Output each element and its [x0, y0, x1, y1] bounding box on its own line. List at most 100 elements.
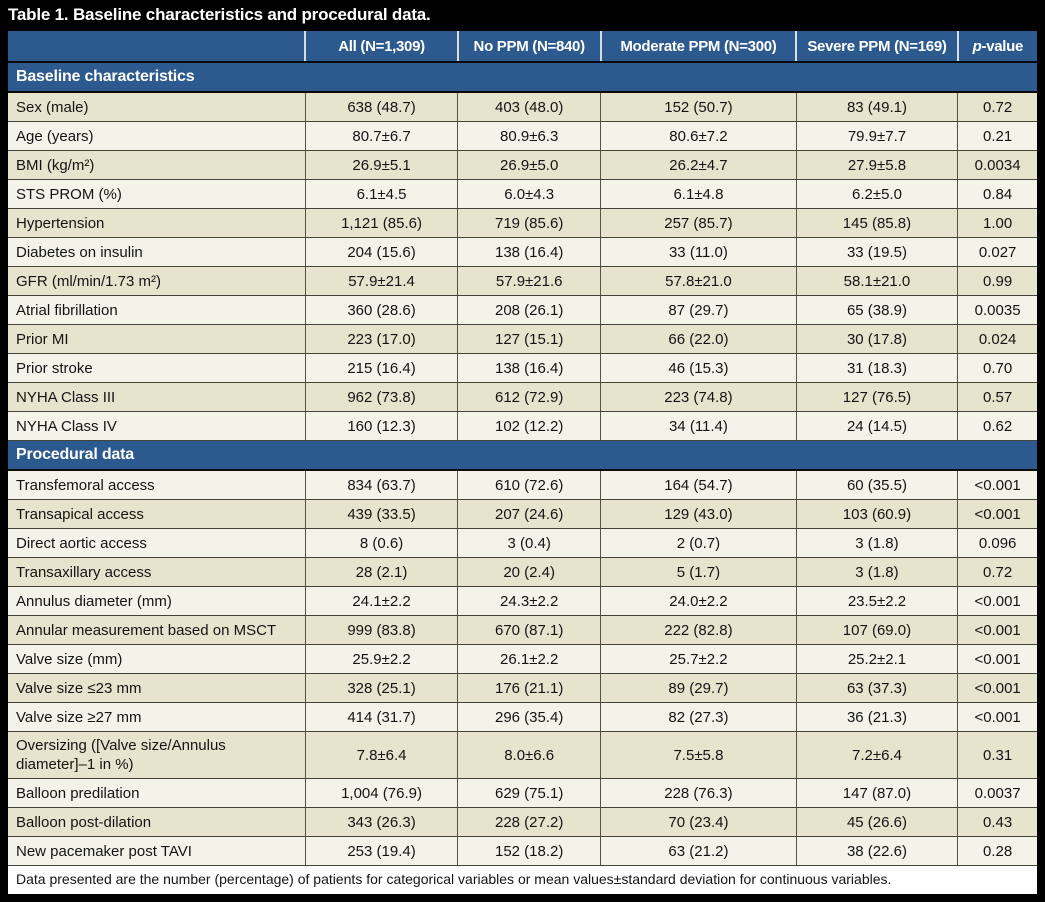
- row-value: 79.9±7.7: [795, 121, 958, 151]
- row-value: 145 (85.8): [795, 208, 958, 238]
- row-value: 612 (72.9): [457, 382, 601, 412]
- row-label: Atrial fibrillation: [8, 295, 306, 325]
- row-value: 152 (18.2): [457, 836, 601, 866]
- row-value: 24.0±2.2: [600, 586, 797, 616]
- table-row: Diabetes on insulin 204 (15.6) 138 (16.4) 3…: [8, 237, 1037, 267]
- table-row: Annular measurement based on MSCT 999 (83…: [8, 615, 1037, 645]
- row-value: 65 (38.9): [795, 295, 958, 325]
- row-value: 107 (69.0): [795, 615, 958, 645]
- row-value: 253 (19.4): [304, 836, 458, 866]
- row-value: 66 (22.0): [600, 324, 797, 354]
- row-value: 82 (27.3): [600, 702, 797, 732]
- row-value: 0.57: [957, 382, 1037, 412]
- table-row: Balloon post-dilation 343 (26.3) 228 (27.2…: [8, 807, 1037, 837]
- row-value: 0.024: [957, 324, 1037, 354]
- row-label: Prior stroke: [8, 353, 306, 383]
- row-value: 89 (29.7): [600, 673, 797, 703]
- row-value: 31 (18.3): [795, 353, 958, 383]
- row-value: 6.0±4.3: [457, 179, 601, 209]
- row-value: 57.9±21.6: [457, 266, 601, 296]
- table-row: Atrial fibrillation 360 (28.6) 208 (26.1) 8…: [8, 295, 1037, 325]
- row-label: Valve size ≥27 mm: [8, 702, 306, 732]
- row-value: 58.1±21.0: [795, 266, 958, 296]
- row-value: 7.5±5.8: [600, 731, 797, 779]
- row-label: Hypertension: [8, 208, 306, 238]
- section-header-row: Procedural data: [8, 440, 1037, 471]
- table-row: STS PROM (%) 6.1±4.5 6.0±4.3 6.1±4.8 6.2±5.0…: [8, 179, 1037, 209]
- row-value: 160 (12.3): [304, 411, 458, 441]
- row-value: 0.096: [957, 528, 1037, 558]
- table-row: Balloon predilation 1,004 (76.9) 629 (75.1…: [8, 778, 1037, 808]
- col-header-all: All (N=1,309): [304, 31, 458, 63]
- row-value: <0.001: [957, 615, 1037, 645]
- col-header-moderate-ppm: Moderate PPM (N=300): [599, 31, 797, 63]
- table-row: Oversizing ([Valve size/Annulus diameter…: [8, 731, 1037, 779]
- row-value: 439 (33.5): [304, 499, 458, 529]
- row-label: Balloon predilation: [8, 778, 306, 808]
- table-footnote: Data presented are the number (percentag…: [8, 866, 1037, 894]
- row-value: 27.9±5.8: [795, 150, 958, 180]
- row-value: 0.31: [957, 731, 1037, 779]
- row-value: 208 (26.1): [457, 295, 601, 325]
- row-value: 176 (21.1): [457, 673, 601, 703]
- table-row: Transapical access 439 (33.5) 207 (24.6) 12…: [8, 499, 1037, 529]
- row-value: 129 (43.0): [600, 499, 797, 529]
- row-value: 215 (16.4): [304, 353, 458, 383]
- row-value: 57.8±21.0: [600, 266, 797, 296]
- row-label: STS PROM (%): [8, 179, 306, 209]
- table-row: GFR (ml/min/1.73 m²) 57.9±21.4 57.9±21.6 57…: [8, 266, 1037, 296]
- row-value: 60 (35.5): [795, 470, 958, 500]
- row-value: 0.0037: [957, 778, 1037, 808]
- row-value: 1.00: [957, 208, 1037, 238]
- section-header-label: Procedural data: [8, 440, 1037, 471]
- row-value: 24 (14.5): [795, 411, 958, 441]
- row-value: 25.7±2.2: [600, 644, 797, 674]
- table-row: Age (years) 80.7±6.7 80.9±6.3 80.6±7.2 79.9±…: [8, 121, 1037, 151]
- row-value: 0.0034: [957, 150, 1037, 180]
- row-value: 80.6±7.2: [600, 121, 797, 151]
- row-value: 57.9±21.4: [304, 266, 458, 296]
- row-value: 296 (35.4): [457, 702, 601, 732]
- row-value: <0.001: [957, 702, 1037, 732]
- row-value: 164 (54.7): [600, 470, 797, 500]
- row-value: 3 (1.8): [795, 557, 958, 587]
- row-value: 3 (1.8): [795, 528, 958, 558]
- table-row: NYHA Class IV 160 (12.3) 102 (12.2) 34 (11.…: [8, 411, 1037, 441]
- row-value: 23.5±2.2: [795, 586, 958, 616]
- row-value: 670 (87.1): [457, 615, 601, 645]
- table-row: Valve size ≤23 mm 328 (25.1) 176 (21.1) 89 …: [8, 673, 1037, 703]
- row-value: 38 (22.6): [795, 836, 958, 866]
- table-row: Prior MI 223 (17.0) 127 (15.1) 66 (22.0) 30 …: [8, 324, 1037, 354]
- row-value: 228 (27.2): [457, 807, 601, 837]
- table-row: New pacemaker post TAVI 253 (19.4) 152 (18…: [8, 836, 1037, 866]
- row-value: 25.9±2.2: [304, 644, 458, 674]
- table-row: Direct aortic access 8 (0.6) 3 (0.4) 2 (0.7…: [8, 528, 1037, 558]
- row-value: 7.2±6.4: [795, 731, 958, 779]
- row-value: 629 (75.1): [457, 778, 601, 808]
- row-value: 0.28: [957, 836, 1037, 866]
- row-label: Oversizing ([Valve size/Annulus diameter…: [8, 731, 306, 779]
- row-value: 0.43: [957, 807, 1037, 837]
- col-header-severe-ppm: Severe PPM (N=169): [795, 31, 958, 63]
- row-value: 8 (0.6): [304, 528, 458, 558]
- row-label: Age (years): [8, 121, 306, 151]
- row-value: 5 (1.7): [600, 557, 797, 587]
- row-value: 147 (87.0): [795, 778, 958, 808]
- row-value: 26.9±5.0: [457, 150, 601, 180]
- row-value: 6.1±4.5: [304, 179, 458, 209]
- row-value: 87 (29.7): [600, 295, 797, 325]
- row-value: 103 (60.9): [795, 499, 958, 529]
- row-value: 0.0035: [957, 295, 1037, 325]
- row-value: 3 (0.4): [457, 528, 601, 558]
- row-value: 80.7±6.7: [304, 121, 458, 151]
- row-value: <0.001: [957, 470, 1037, 500]
- row-value: <0.001: [957, 673, 1037, 703]
- row-value: <0.001: [957, 644, 1037, 674]
- col-header-no-ppm: No PPM (N=840): [456, 31, 601, 63]
- row-label: Valve size (mm): [8, 644, 306, 674]
- row-value: 2 (0.7): [600, 528, 797, 558]
- row-value: 26.2±4.7: [600, 150, 797, 180]
- row-value: 63 (37.3): [795, 673, 958, 703]
- table-row: Transaxillary access 28 (2.1) 20 (2.4) 5 (1…: [8, 557, 1037, 587]
- row-value: 638 (48.7): [304, 92, 458, 122]
